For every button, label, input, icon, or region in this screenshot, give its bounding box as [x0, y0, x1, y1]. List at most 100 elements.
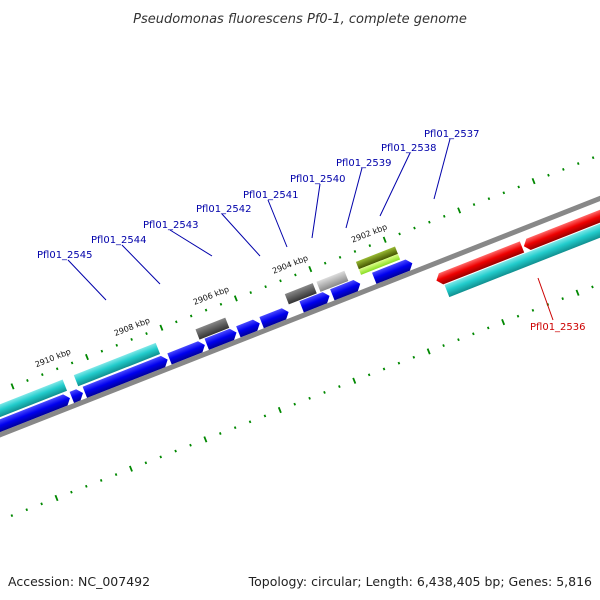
forward-gene-arrow	[372, 259, 413, 284]
scale-tick	[472, 203, 476, 207]
scale-tick	[353, 250, 357, 253]
scale-tick	[294, 273, 297, 277]
scale-tick	[130, 338, 133, 341]
scale-tick	[114, 473, 118, 477]
forward-gene-arrow	[204, 328, 237, 350]
scale-tick	[264, 285, 267, 289]
scale-tick-major	[501, 318, 506, 326]
scale-tick	[562, 167, 565, 171]
inner-scale-ticks	[10, 285, 594, 518]
scale-tick-major	[457, 207, 462, 214]
scale-tick	[175, 320, 178, 324]
scale-tick	[413, 226, 416, 230]
forward-gene-arrow	[0, 394, 70, 474]
scale-tick	[204, 308, 208, 312]
genome-title: Pseudomonas fluorescens Pf0-1, complete …	[133, 12, 467, 27]
scale-tick	[516, 314, 520, 318]
scale-tick	[323, 261, 327, 265]
reverse-gene-arrow	[523, 206, 600, 250]
gene-label: Pfl01_2543	[143, 220, 199, 231]
scale-tick	[547, 173, 550, 177]
scale-tick	[233, 426, 237, 430]
scale-tick	[591, 156, 595, 160]
scale-tick	[249, 291, 253, 294]
genome-summary-text: Topology: circular; Length: 6,438,405 bp…	[248, 574, 592, 589]
scale-tick	[442, 344, 445, 347]
scale-tick-major	[352, 377, 357, 384]
scale-tick	[338, 385, 341, 389]
scale-tick	[248, 420, 252, 424]
scale-tick	[576, 162, 580, 165]
scale-tick-major	[233, 295, 238, 302]
scale-tick	[368, 244, 372, 248]
scale-tick	[25, 508, 29, 512]
scale-tick	[10, 514, 14, 518]
accession-text: Accession: NC_007492	[8, 574, 150, 589]
scale-tick-major	[426, 348, 431, 355]
gene-label: Pfl01_2537	[424, 129, 480, 140]
scale-tick	[293, 402, 296, 406]
scale-tick	[159, 455, 163, 459]
gene-label: Pfl01_2539	[336, 158, 392, 169]
scale-tick	[174, 449, 177, 453]
forward-feature-olive	[355, 246, 398, 270]
scale-tick	[308, 396, 311, 400]
forward-gene-arrow	[69, 389, 83, 403]
scale-tick-major	[159, 324, 164, 331]
scale-tick	[41, 373, 44, 377]
scale-tick	[144, 461, 148, 465]
scale-tick	[279, 279, 282, 283]
scale-tick	[517, 185, 520, 189]
scale-tick	[531, 308, 535, 312]
scale-tick	[457, 338, 460, 342]
gene-label: Pfl01_2545	[37, 250, 93, 261]
scale-tick-major	[308, 265, 313, 273]
scale-tick	[263, 414, 267, 418]
scale-tick-major	[575, 289, 580, 296]
gene-label: Pfl01_2544	[91, 235, 147, 246]
scale-tick-major	[203, 436, 208, 443]
backbone-line	[0, 128, 600, 500]
gene-label: Pfl01_2538	[381, 143, 437, 154]
scale-tick	[323, 391, 326, 394]
scale-tick	[40, 502, 43, 506]
gene-label: Pfl01_2542	[196, 204, 252, 215]
scale-tick	[472, 332, 475, 336]
scale-label: 2902 kbp	[350, 222, 388, 244]
forward-feature-gray-light	[316, 270, 349, 292]
scale-tick	[486, 326, 490, 330]
scale-tick	[189, 314, 193, 318]
scale-tick	[189, 443, 192, 447]
scale-tick	[487, 197, 491, 201]
scale-label: 2910 kbp	[34, 347, 72, 369]
scale-tick	[428, 220, 431, 224]
scale-tick-major	[54, 494, 59, 502]
scale-tick	[397, 361, 401, 365]
scale-tick	[412, 355, 416, 359]
scale-tick	[219, 432, 222, 435]
scale-tick	[367, 373, 371, 377]
scale-label: 2904 kbp	[271, 254, 309, 276]
forward-gene-arrow	[299, 292, 330, 313]
outer-scale-ticks	[10, 156, 595, 390]
forward-gene-arrow	[236, 319, 260, 338]
scale-tick	[85, 484, 88, 488]
gene-label: Pfl01_2541	[243, 190, 299, 201]
scale-tick	[115, 343, 119, 347]
scale-tick-major	[10, 383, 15, 390]
forward-feature-gray	[284, 283, 317, 305]
scale-tick	[591, 285, 594, 289]
forward-feature-lime	[358, 253, 401, 275]
gene-label: Pfl01_2536	[530, 322, 586, 333]
scale-tick	[70, 361, 74, 365]
scale-tick	[100, 349, 104, 353]
scale-tick	[561, 297, 564, 301]
reverse-feature-cyan	[444, 211, 600, 298]
scale-label: 2906 kbp	[192, 285, 230, 307]
forward-gene-arrow	[330, 280, 361, 301]
forward-feature-cyan	[0, 379, 68, 457]
scale-tick-major	[129, 465, 133, 472]
scale-tick	[70, 490, 73, 494]
